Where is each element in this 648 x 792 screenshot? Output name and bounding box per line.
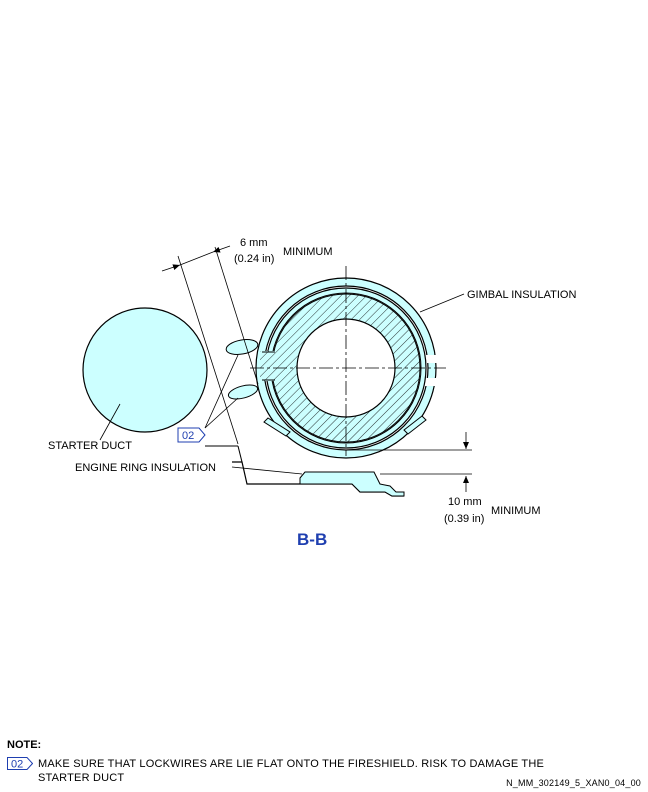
bottom-clearance-dimension (348, 432, 472, 492)
engine-ring-insulation-shape (205, 445, 405, 497)
top-clearance-minimum-label: MINIMUM (283, 246, 333, 258)
lockwire-lower (227, 384, 259, 400)
document-reference: N_MM_302149_5_XAN0_04_00 (506, 778, 641, 788)
gimbal-assembly (250, 266, 446, 459)
starter-duct-leader (99, 403, 121, 441)
note-callout-badge: 02 (7, 757, 33, 770)
starter-duct-shape (82, 307, 208, 433)
top-clearance-in-label: (0.24 in) (234, 253, 274, 265)
note-text: MAKE SURE THAT LOCKWIRES ARE LIE FLAT ON… (38, 757, 598, 785)
note-text-line-1: MAKE SURE THAT LOCKWIRES ARE LIE FLAT ON… (38, 758, 545, 770)
bottom-clearance-minimum-label: MINIMUM (491, 505, 541, 517)
bottom-clearance-mm-label: 10 mm (448, 496, 482, 508)
note-title: NOTE: (7, 739, 42, 751)
engine-ring-insulation-label: ENGINE RING INSULATION (75, 462, 216, 474)
callout-leader-lower (204, 397, 239, 429)
starter-duct-label: STARTER DUCT (48, 440, 132, 452)
top-clearance-dimension (161, 245, 259, 445)
bottom-clearance-in-label: (0.39 in) (444, 513, 484, 525)
lockwire-upper (225, 339, 259, 355)
note-text-line-2: STARTER DUCT (38, 772, 125, 784)
callout-badge-02: 02 (177, 427, 206, 443)
gimbal-insulation-leader (419, 293, 465, 313)
svg-text:02: 02 (182, 430, 194, 442)
top-clearance-mm-label: 6 mm (240, 237, 268, 249)
gimbal-insulation-label: GIMBAL INSULATION (467, 289, 576, 301)
svg-text:02: 02 (11, 759, 23, 771)
view-label: B-B (297, 530, 327, 549)
engine-ring-leader (231, 466, 303, 475)
